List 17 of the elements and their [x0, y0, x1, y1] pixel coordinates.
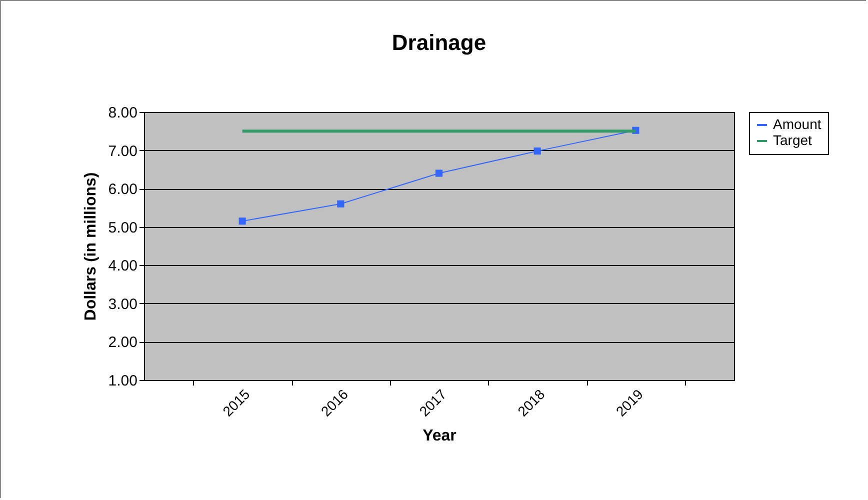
y-tick-label: 5.00	[108, 219, 138, 236]
y-tick-label: 2.00	[108, 334, 138, 352]
y-tick-label: 1.00	[108, 372, 138, 390]
legend-label: Target	[773, 132, 812, 148]
y-tick-label: 8.00	[108, 104, 138, 122]
x-axis-title: Year	[422, 427, 456, 444]
point	[337, 200, 344, 208]
point	[238, 218, 246, 225]
chart-title: Drainage	[392, 30, 486, 55]
y-tick-label: 4.00	[108, 258, 138, 275]
y-tick-label: 7.00	[108, 142, 138, 160]
y-tick-label: 6.00	[108, 181, 138, 198]
y-tick-label: 3.00	[108, 296, 138, 313]
point	[534, 148, 541, 155]
legend-label: Amount	[773, 116, 822, 132]
point	[435, 170, 443, 177]
y-axis-title: Dollars (in millions)	[82, 172, 100, 321]
